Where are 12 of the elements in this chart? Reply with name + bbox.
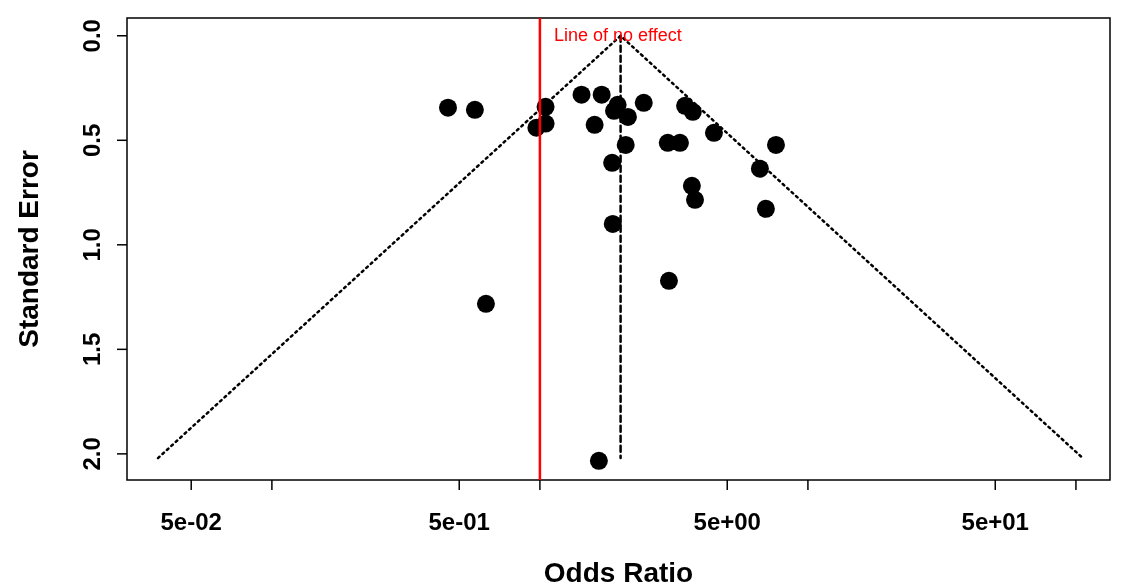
x-tick-label: 5e-01 <box>428 508 490 535</box>
x-tick-label: 5e-02 <box>160 508 222 535</box>
y-tick-label: 2.0 <box>78 437 105 471</box>
y-tick-label: 1.0 <box>78 228 105 262</box>
x-axis-title: Odds Ratio <box>543 557 694 588</box>
y-tick-label: 1.5 <box>78 332 105 367</box>
y-axis-title: Standard Error <box>13 150 44 348</box>
y-tick-label: 0.5 <box>78 123 105 157</box>
y-tick-label: 0.0 <box>78 19 105 53</box>
x-tick-label: 5e+01 <box>961 508 1029 535</box>
ref-line-label: Line of no effect <box>553 25 682 45</box>
x-tick-label: 5e+00 <box>693 508 761 535</box>
